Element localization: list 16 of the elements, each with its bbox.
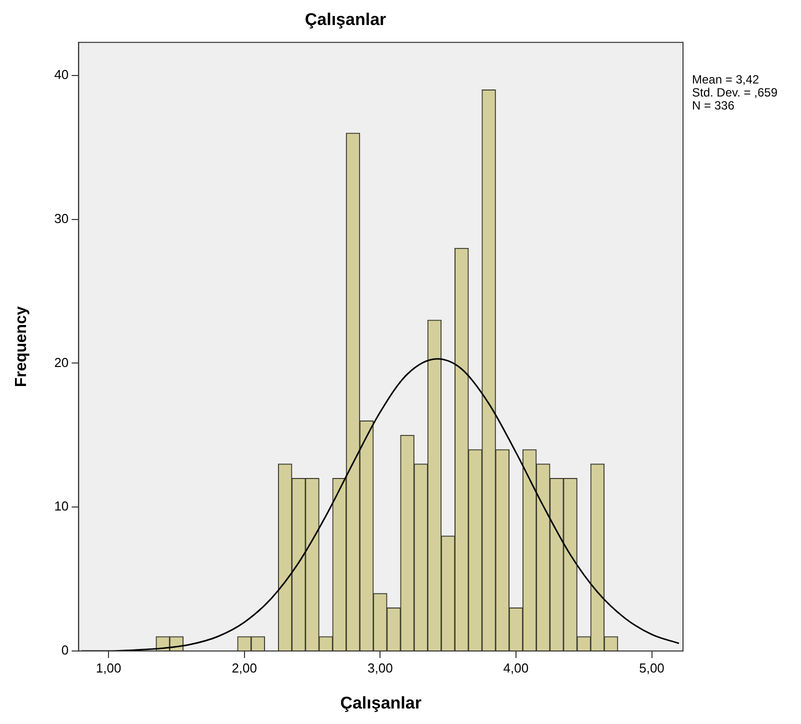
x-tick-label: 1,00	[96, 660, 122, 676]
y-tick-label: 20	[54, 354, 69, 370]
x-axis-title: Çalışanlar	[340, 693, 422, 712]
text: N = 336	[692, 98, 735, 113]
x-tick-label: 4,00	[503, 660, 529, 676]
y-axis-title: Frequency	[13, 306, 30, 388]
x-tick-label: 5,00	[639, 660, 664, 676]
x-tick-label: 3,00	[367, 660, 393, 676]
y-tick-label: 0	[61, 642, 69, 658]
text: Std. Dev. = ,659	[692, 86, 778, 100]
chart-title: Çalışanlar	[304, 10, 387, 29]
x-tick-label: 2,00	[232, 660, 257, 676]
y-tick-label: 40	[54, 67, 69, 82]
text: Mean = 3,42	[692, 72, 760, 87]
y-tick-label: 30	[54, 210, 69, 226]
y-tick-label: 10	[54, 498, 69, 514]
